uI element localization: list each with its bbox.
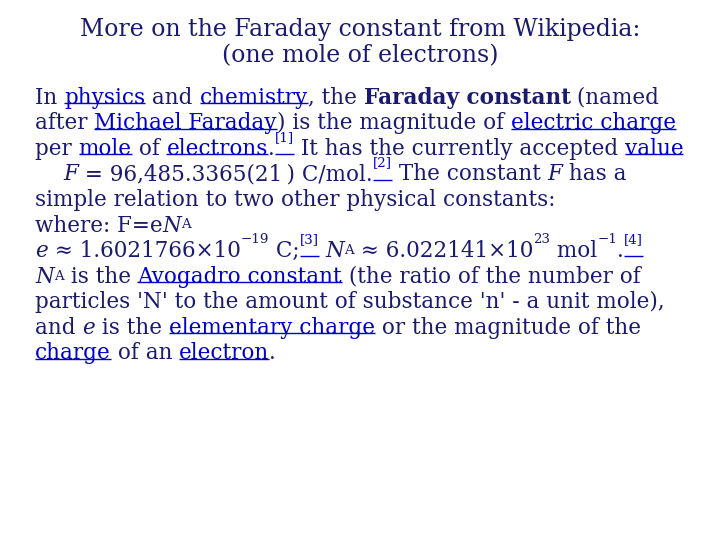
Text: mol: mol: [550, 240, 598, 262]
Text: electron: electron: [179, 342, 269, 365]
Text: , the: , the: [307, 87, 364, 109]
Text: value: value: [625, 138, 683, 160]
Text: ≈ 6.022141×10: ≈ 6.022141×10: [354, 240, 534, 262]
Text: .: .: [617, 240, 624, 262]
Text: The constant: The constant: [392, 164, 547, 185]
Text: ) is the magnitude of: ) is the magnitude of: [277, 112, 511, 134]
Text: electric charge: electric charge: [511, 112, 676, 134]
Text: chemistry: chemistry: [199, 87, 307, 109]
Text: −1: −1: [598, 233, 617, 246]
Text: .: .: [269, 342, 276, 365]
Text: F: F: [547, 164, 562, 185]
Text: mole: mole: [78, 138, 132, 160]
Text: after: after: [35, 112, 94, 134]
Text: [3]: [3]: [300, 233, 318, 246]
Text: N: N: [325, 240, 344, 262]
Text: A: A: [344, 244, 354, 257]
Text: Avogadro constant: Avogadro constant: [138, 266, 342, 288]
Text: is the: is the: [63, 266, 138, 288]
Text: (named: (named: [570, 87, 660, 109]
Text: particles 'N' to the amount of substance 'n' - a unit mole),: particles 'N' to the amount of substance…: [35, 291, 665, 313]
Text: elementary charge: elementary charge: [169, 317, 375, 339]
Text: A: A: [181, 219, 191, 232]
Text: (the ratio of the number of: (the ratio of the number of: [342, 266, 641, 288]
Text: e: e: [35, 240, 48, 262]
Text: physics: physics: [64, 87, 145, 109]
Text: has a: has a: [562, 164, 626, 185]
Text: A: A: [54, 269, 63, 282]
Text: 23: 23: [534, 233, 550, 246]
Text: [2]: [2]: [372, 157, 392, 170]
Text: [1]: [1]: [274, 131, 294, 144]
Text: −19: −19: [240, 233, 269, 246]
Text: .: .: [268, 138, 274, 160]
Text: More on the Faraday constant from Wikipedia:: More on the Faraday constant from Wikipe…: [80, 18, 640, 41]
Text: ≈ 1.6021766×10: ≈ 1.6021766×10: [48, 240, 240, 262]
Text: It has the currently accepted: It has the currently accepted: [294, 138, 625, 160]
Text: electrons: electrons: [166, 138, 268, 160]
Text: and: and: [145, 87, 199, 109]
Text: where: F=e: where: F=e: [35, 214, 163, 237]
Text: N: N: [163, 214, 181, 237]
Text: F: F: [63, 164, 78, 185]
Text: C;: C;: [269, 240, 300, 262]
Text: or the magnitude of the: or the magnitude of the: [375, 317, 641, 339]
Text: [4]: [4]: [624, 233, 643, 246]
Text: N: N: [35, 266, 54, 288]
Text: (one mole of electrons): (one mole of electrons): [222, 44, 498, 68]
Text: e: e: [82, 317, 95, 339]
Text: Faraday constant: Faraday constant: [364, 87, 570, 109]
Text: per: per: [35, 138, 78, 160]
Text: of an: of an: [111, 342, 179, 365]
Text: Michael Faraday: Michael Faraday: [94, 112, 277, 134]
Text: charge: charge: [35, 342, 111, 365]
Text: In: In: [35, 87, 64, 109]
Text: is the: is the: [95, 317, 169, 339]
Text: simple relation to two other physical constants:: simple relation to two other physical co…: [35, 189, 556, 211]
Text: and: and: [35, 317, 82, 339]
Text: of: of: [132, 138, 166, 160]
Text: = 96,485.3365(21 ) C/mol.: = 96,485.3365(21 ) C/mol.: [78, 164, 372, 185]
